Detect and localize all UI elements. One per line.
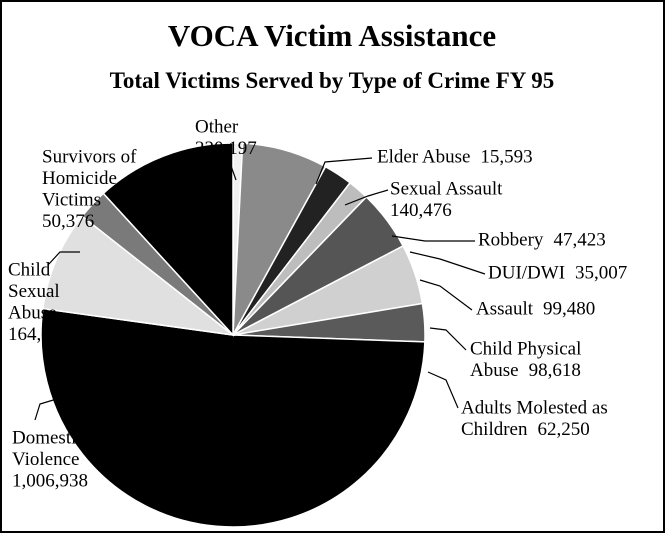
leader-lines <box>34 157 486 421</box>
leader-line <box>427 371 459 409</box>
pie-slice <box>102 142 234 337</box>
leader-line <box>344 189 389 206</box>
leader-line <box>229 162 237 181</box>
value-label: 50,376 <box>42 211 94 232</box>
slice-label: Abuse <box>470 360 519 381</box>
slice-label: Robbery <box>478 229 544 250</box>
slice-label: Survivors of <box>42 146 137 167</box>
slice-label: Abuse <box>8 302 57 323</box>
value-label: 1,006,938 <box>12 470 88 491</box>
value-label: 47,423 <box>553 229 605 250</box>
chart-title: VOCA Victim Assistance <box>168 18 496 53</box>
pie-slice <box>40 307 426 528</box>
value-label: 230,197 <box>195 138 257 159</box>
slice-label: Domestic <box>12 427 85 448</box>
slice-label: Sexual <box>8 281 60 302</box>
value-label: 62,250 <box>538 419 590 440</box>
leader-line <box>159 187 186 215</box>
value-label: 140,476 <box>390 200 452 221</box>
slice-label: Child Physical <box>470 338 581 359</box>
slice-label: Victims <box>42 189 101 210</box>
value-label: 99,480 <box>543 298 595 319</box>
value-label: 15,593 <box>480 146 532 167</box>
slice-label: DUI/DWI <box>488 262 565 283</box>
slice-label: Elder Abuse <box>377 146 470 167</box>
value-label: 98,618 <box>529 360 581 381</box>
slice-label: Assault <box>476 298 534 319</box>
slice-label: Children <box>461 419 528 440</box>
chart-subtitle: Total Victims Served by Type of Crime FY… <box>110 68 555 93</box>
leader-line <box>419 279 473 311</box>
pie-slice <box>41 215 236 337</box>
value-label: 164,380 <box>8 324 70 345</box>
leader-line <box>315 157 373 185</box>
value-label: 35,007 <box>575 262 627 283</box>
slice-label: Other <box>195 116 239 137</box>
slice-label: Child <box>8 259 51 280</box>
leader-line <box>34 397 61 421</box>
leader-line <box>391 235 475 242</box>
pie <box>40 142 426 528</box>
slice-label: Violence <box>12 449 79 470</box>
slice-label: Sexual Assault <box>390 178 503 199</box>
leader-line <box>429 327 467 351</box>
leader-line <box>47 251 80 266</box>
slice-label: Adults Molested as <box>461 397 608 418</box>
slice-label: Homicide <box>42 168 117 189</box>
leader-line <box>409 251 486 275</box>
